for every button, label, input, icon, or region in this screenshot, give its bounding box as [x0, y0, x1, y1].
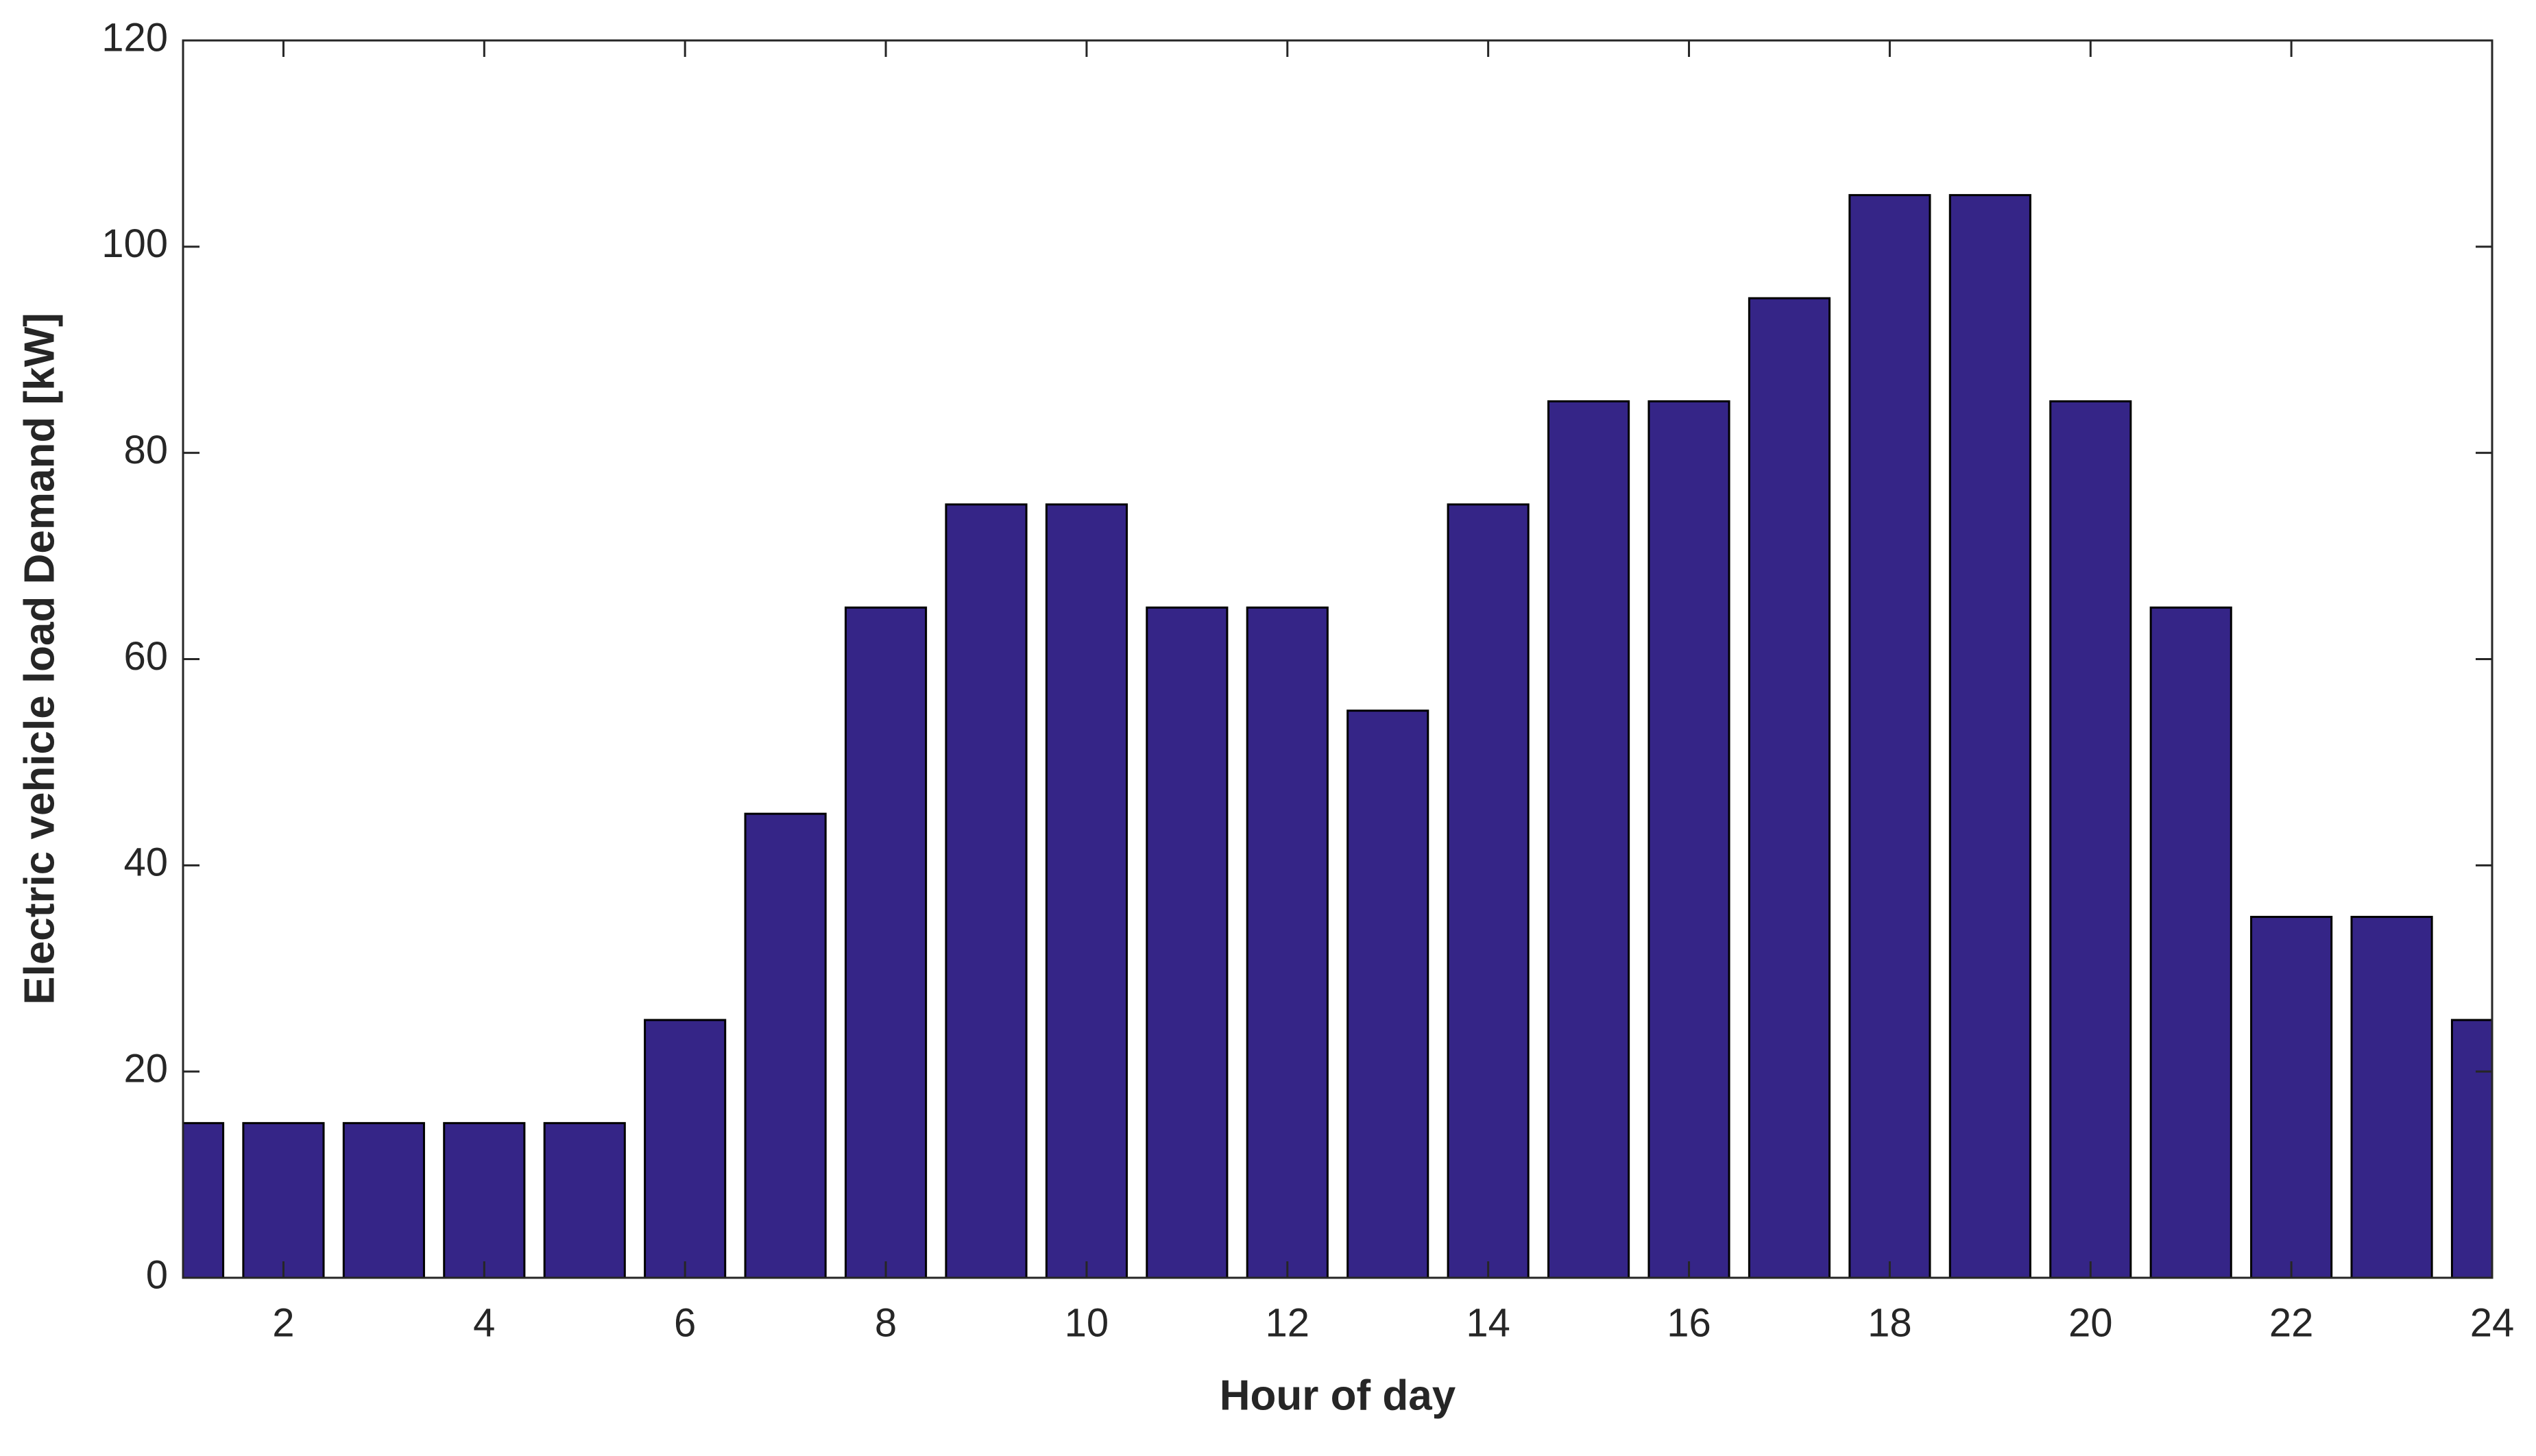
bar	[844, 606, 928, 1278]
x-tick-label: 18	[1868, 1300, 1912, 1345]
x-tick-label: 20	[2068, 1300, 2113, 1345]
x-tick-label: 24	[2470, 1300, 2515, 1345]
bar	[644, 1019, 727, 1278]
x-tick-label: 6	[674, 1300, 696, 1345]
y-axis-label: Electric vehicle load Demand [kW]	[16, 313, 63, 1005]
bar	[2350, 916, 2433, 1278]
bar	[945, 503, 1028, 1278]
bar	[242, 1121, 325, 1278]
x-tick-label: 14	[1466, 1300, 1510, 1345]
bar	[1146, 606, 1229, 1278]
y-tick-label: 100	[101, 221, 168, 266]
y-tick-label: 60	[123, 634, 168, 679]
y-tick-label: 80	[123, 428, 168, 472]
x-tick-label: 12	[1266, 1300, 1310, 1345]
y-tick-label: 120	[101, 15, 168, 60]
bar	[1246, 606, 1329, 1278]
bar	[2149, 606, 2232, 1278]
bar	[1347, 709, 1429, 1278]
bar	[183, 1121, 225, 1278]
x-tick-label: 8	[875, 1300, 897, 1345]
bar	[2450, 1019, 2492, 1278]
bar	[1547, 400, 1630, 1278]
x-tick-label: 10	[1065, 1300, 1109, 1345]
bar	[1748, 297, 1831, 1278]
bar	[1948, 194, 2031, 1278]
bar	[1447, 503, 1530, 1278]
bar	[543, 1121, 626, 1278]
bar	[1045, 503, 1128, 1278]
x-axis-label: Hour of day	[1220, 1372, 1456, 1419]
x-tick-label: 22	[2269, 1300, 2314, 1345]
bar	[1647, 400, 1730, 1278]
x-tick-label: 16	[1667, 1300, 1711, 1345]
y-tick-label: 0	[146, 1252, 168, 1297]
bar	[2250, 916, 2333, 1278]
y-tick-label: 40	[123, 840, 168, 885]
bar	[443, 1121, 526, 1278]
bar	[342, 1121, 425, 1278]
bar	[2049, 400, 2132, 1278]
x-tick-label: 4	[473, 1300, 495, 1345]
x-tick-label: 2	[272, 1300, 294, 1345]
y-tick-label: 20	[123, 1046, 168, 1091]
bar	[744, 812, 827, 1278]
bar	[1848, 194, 1931, 1278]
plot-area	[183, 194, 2492, 1278]
